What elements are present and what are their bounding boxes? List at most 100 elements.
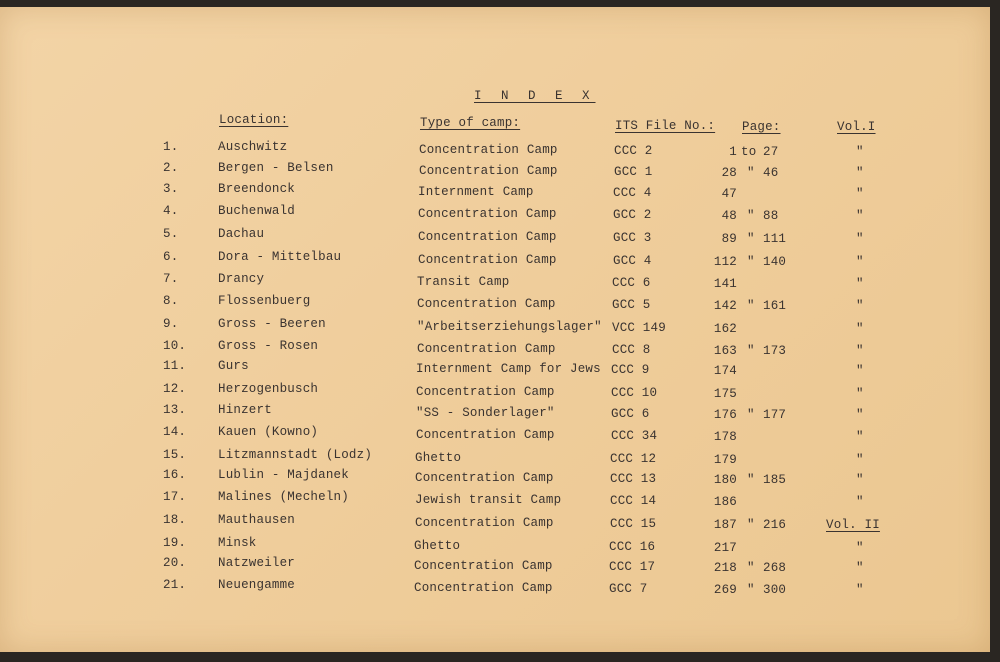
row-page-to: 27	[763, 145, 779, 159]
row-page-separator: "	[747, 518, 755, 532]
row-page-from: 162	[713, 322, 737, 336]
row-volume: "	[856, 387, 864, 401]
row-camp-type: Concentration Camp	[417, 297, 556, 311]
row-page-from: 1	[729, 145, 737, 159]
header-page: Page:	[742, 120, 781, 134]
row-camp-type: Jewish transit Camp	[415, 493, 562, 507]
row-volume: "	[856, 408, 864, 422]
row-page-separator: "	[747, 209, 755, 223]
row-page-from: 163	[713, 344, 737, 358]
row-volume: "	[856, 364, 864, 378]
row-volume: "	[856, 583, 864, 597]
row-file-number: GCC 7	[609, 582, 648, 596]
row-number: 14.	[163, 425, 187, 439]
row-file-number: GCC 6	[611, 407, 650, 421]
row-camp-type: Concentration Camp	[419, 143, 558, 157]
row-page-to: 173	[763, 344, 787, 358]
row-page-from: 142	[713, 299, 737, 313]
row-file-number: GCC 1	[614, 165, 653, 179]
row-location: Gurs	[218, 359, 249, 373]
row-camp-type: Ghetto	[415, 451, 462, 465]
row-location: Hinzert	[218, 403, 272, 417]
row-location: Gross - Rosen	[218, 339, 319, 353]
row-number: 9.	[163, 317, 179, 331]
row-volume: "	[856, 277, 864, 291]
row-location: Herzogenbusch	[218, 382, 319, 396]
row-camp-type: Concentration Camp	[416, 385, 555, 399]
row-location: Buchenwald	[218, 204, 296, 218]
row-number: 11.	[163, 359, 187, 373]
row-file-number: CCC 17	[609, 560, 656, 574]
row-page-from: 186	[713, 495, 737, 509]
row-volume: "	[856, 299, 864, 313]
row-file-number: CCC 14	[610, 494, 657, 508]
row-camp-type: Concentration Camp	[418, 253, 557, 267]
row-camp-type: Internment Camp	[418, 185, 534, 199]
row-page-from: 175	[713, 387, 737, 401]
row-page-from: 48	[721, 209, 737, 223]
row-page-separator: "	[747, 344, 755, 358]
row-location: Neuengamme	[218, 578, 296, 592]
row-location: Bergen - Belsen	[218, 161, 334, 175]
row-page-from: 47	[721, 187, 737, 201]
row-page-to: 300	[763, 583, 787, 597]
row-page-from: 180	[713, 473, 737, 487]
row-number: 4.	[163, 204, 179, 218]
row-location: Minsk	[218, 536, 257, 550]
row-page-to: 140	[763, 255, 787, 269]
header-location: Location:	[219, 113, 289, 127]
row-volume: "	[856, 495, 864, 509]
row-page-to: 185	[763, 473, 787, 487]
row-number: 8.	[163, 294, 179, 308]
row-location: Natzweiler	[218, 556, 296, 570]
row-location: Kauen (Kowno)	[218, 425, 319, 439]
row-page-to: 177	[763, 408, 787, 422]
row-camp-type: Concentration Camp	[414, 559, 553, 573]
row-page-from: 187	[713, 518, 737, 532]
row-volume: "	[856, 166, 864, 180]
row-number: 18.	[163, 513, 187, 527]
row-number: 5.	[163, 227, 179, 241]
row-volume: "	[856, 430, 864, 444]
row-volume: "	[856, 473, 864, 487]
row-location: Auschwitz	[218, 140, 288, 154]
row-file-number: CCC 9	[611, 363, 650, 377]
row-page-from: 28	[721, 166, 737, 180]
row-page-separator: "	[747, 255, 755, 269]
row-volume: "	[856, 561, 864, 575]
header-type: Type of camp:	[420, 116, 521, 130]
row-number: 19.	[163, 536, 187, 550]
row-volume: "	[856, 232, 864, 246]
row-location: Lublin - Majdanek	[218, 468, 349, 482]
row-number: 2.	[163, 161, 179, 175]
index-title: I N D E X	[474, 89, 596, 103]
document-page: I N D E X Location: Type of camp: ITS Fi…	[0, 7, 990, 652]
row-volume: "	[856, 187, 864, 201]
row-file-number: GCC 3	[613, 231, 652, 245]
row-location: Dora - Mittelbau	[218, 250, 342, 264]
row-page-from: 89	[721, 232, 737, 246]
row-page-separator: "	[747, 408, 755, 422]
row-camp-type: Ghetto	[414, 539, 461, 553]
row-file-number: CCC 6	[612, 276, 651, 290]
row-page-to: 88	[763, 209, 779, 223]
row-file-number: CCC 15	[610, 517, 657, 531]
row-page-from: 178	[713, 430, 737, 444]
row-volume: Vol. II	[826, 518, 880, 532]
row-number: 13.	[163, 403, 187, 417]
row-file-number: CCC 10	[611, 386, 658, 400]
row-file-number: CCC 2	[614, 144, 653, 158]
row-file-number: VCC 149	[612, 321, 666, 335]
row-location: Breendonck	[218, 182, 296, 196]
row-number: 1.	[163, 140, 179, 154]
row-page-from: 179	[713, 453, 737, 467]
row-page-from: 217	[713, 541, 737, 555]
row-page-from: 112	[713, 255, 737, 269]
row-camp-type: Concentration Camp	[415, 516, 554, 530]
row-location: Gross - Beeren	[218, 317, 326, 331]
row-page-to: 46	[763, 166, 779, 180]
row-number: 7.	[163, 272, 179, 286]
row-camp-type: "SS - Sonderlager"	[416, 406, 555, 420]
row-page-from: 269	[713, 583, 737, 597]
row-camp-type: Concentration Camp	[418, 207, 557, 221]
